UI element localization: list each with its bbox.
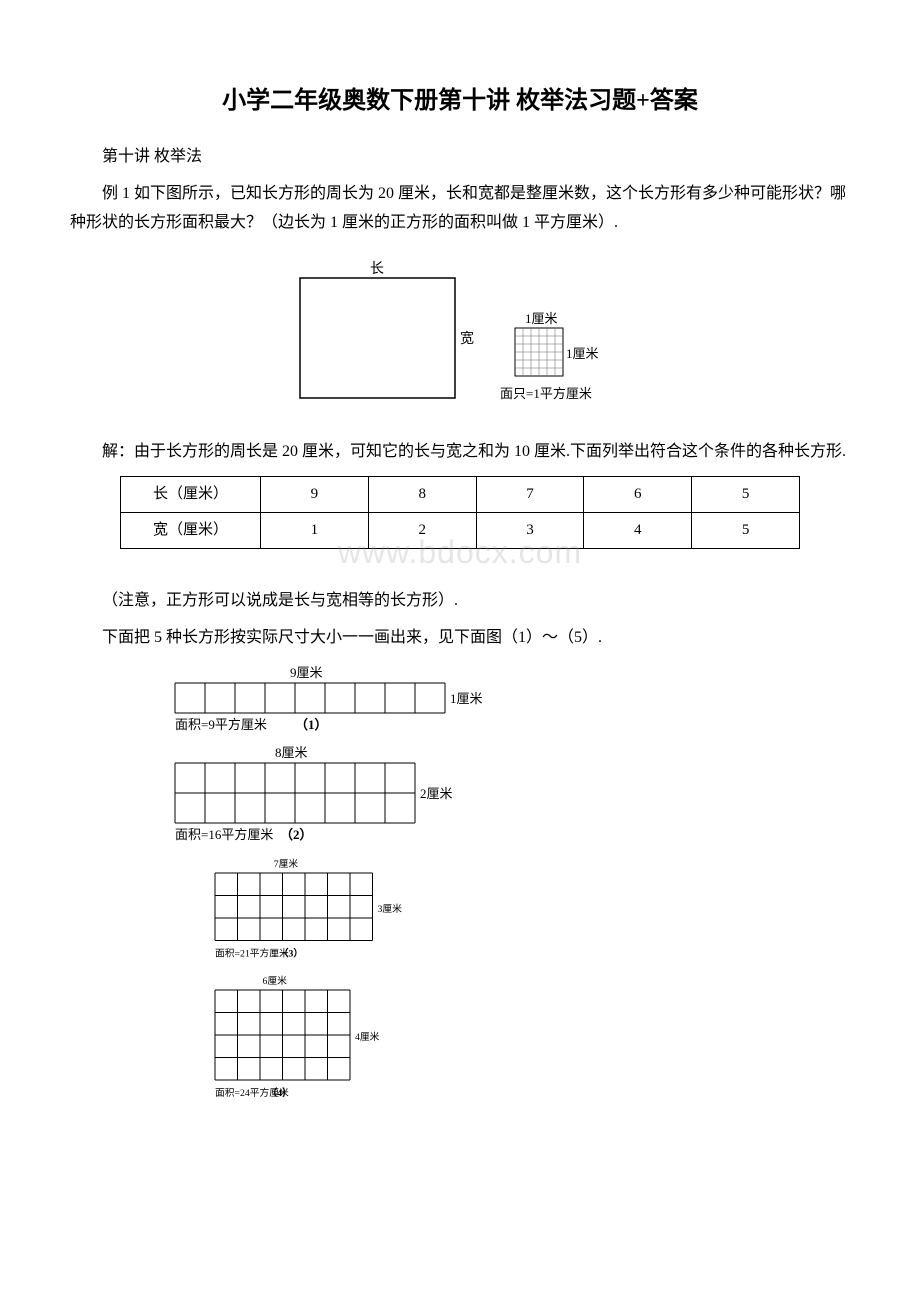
area-label: 面积=16平方厘米	[175, 827, 273, 842]
area-label: 面积=9平方厘米	[175, 717, 267, 732]
watermark: www.bdocx.com	[70, 524, 850, 582]
main-rectangle	[300, 278, 455, 398]
row-label: 长（厘米）	[121, 477, 261, 513]
table-cell: 9	[261, 477, 369, 513]
square-label-top: 1厘米	[525, 311, 558, 326]
rect-figure-2: 8厘米 2厘米 面积=16平方厘米 （2）	[170, 743, 850, 843]
example1-text: 例 1 如下图所示，已知长方形的周长为 20 厘米，长和宽都是整厘米数，这个长方…	[70, 180, 850, 238]
height-label: 3厘米	[378, 901, 403, 914]
height-label: 1厘米	[450, 691, 483, 706]
label-width: 宽	[460, 330, 474, 347]
figure1-svg: 长 宽 1厘米 1厘米 面只=1平方厘米	[260, 258, 660, 418]
width-label: 7厘米	[274, 857, 299, 870]
rect-grid-svg: 9厘米 1厘米 面积=9平方厘米 （1）	[170, 663, 540, 733]
label-length: 长	[370, 261, 384, 277]
table-row: 长（厘米） 9 8 7 6 5	[121, 477, 800, 513]
table-cell: 5	[692, 477, 800, 513]
rect-grid-svg: 6厘米 4厘米 面积=24平方厘米 （4）	[210, 970, 445, 1100]
rect-grid-svg: 8厘米 2厘米 面积=16平方厘米 （2）	[170, 743, 510, 843]
figure1-container: 长 宽 1厘米 1厘米 面只=1平方厘米	[70, 258, 850, 418]
height-label: 4厘米	[355, 1030, 380, 1043]
note2: 下面把 5 种长方形按实际尺寸大小一一画出来，见下面图（1）～（5）.	[70, 624, 850, 653]
solution-text: 解：由于长方形的周长是 20 厘米，可知它的长与宽之和为 10 厘米.下面列举出…	[70, 438, 850, 467]
width-label: 8厘米	[275, 745, 308, 760]
figure-number: （2）	[280, 827, 313, 842]
square-label-right: 1厘米	[566, 346, 599, 361]
table-cell: 7	[476, 477, 584, 513]
figure-number: （1）	[295, 717, 328, 732]
rect-grid-svg: 7厘米 3厘米 面积=21平方厘米 （3）	[210, 853, 468, 961]
note1: （注意，正方形可以说成是长与宽相等的长方形）.	[70, 587, 850, 616]
table-cell: 6	[584, 477, 692, 513]
figure-number: （3）	[279, 946, 303, 959]
rect-figure-1: 9厘米 1厘米 面积=9平方厘米 （1）	[170, 663, 850, 733]
height-label: 2厘米	[420, 786, 453, 801]
rect-figure-3: 7厘米 3厘米 面积=21平方厘米 （3）	[210, 853, 850, 961]
width-label: 6厘米	[263, 974, 288, 987]
square-hatch	[515, 328, 563, 376]
document-title: 小学二年级奥数下册第十讲 枚举法习题+答案	[70, 80, 850, 123]
square-label-bottom: 面只=1平方厘米	[500, 386, 592, 401]
table-cell: 8	[368, 477, 476, 513]
rect-figure-4: 6厘米 4厘米 面积=24平方厘米 （4）	[210, 970, 850, 1100]
figure-number: （4）	[268, 1086, 292, 1099]
width-label: 9厘米	[290, 665, 323, 680]
subtitle: 第十讲 枚举法	[70, 143, 850, 172]
